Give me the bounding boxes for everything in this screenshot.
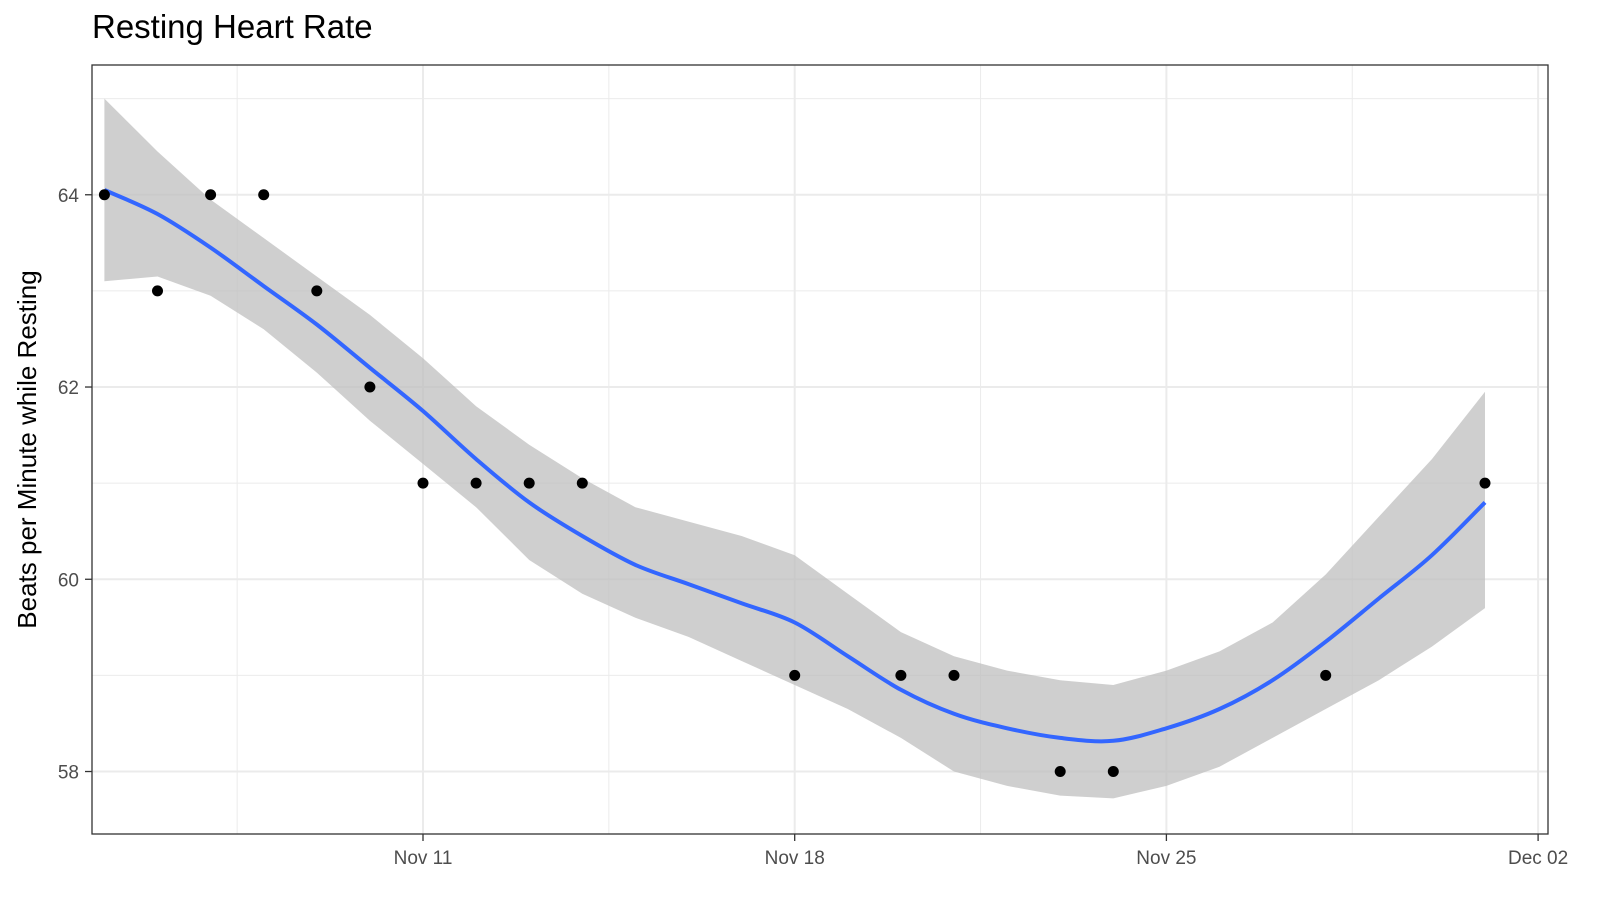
y-tick-label: 62 <box>58 378 79 399</box>
data-point <box>948 669 960 681</box>
data-point <box>895 669 907 681</box>
data-point <box>98 189 110 201</box>
confidence-band <box>104 98 1485 799</box>
grid-minor <box>92 65 1548 834</box>
data-point <box>152 285 163 297</box>
data-point <box>1479 477 1491 489</box>
chart-title: Resting Heart Rate <box>92 8 373 45</box>
data-point <box>576 477 588 489</box>
panel-border <box>91 64 1549 835</box>
data-point <box>523 477 535 489</box>
smooth-line <box>103 188 1487 744</box>
y-axis: 58 60 62 64 <box>58 186 92 784</box>
data-point <box>470 477 482 489</box>
x-axis: Nov 11 Nov 18 Nov 25 Dec 02 <box>394 834 1568 869</box>
smooth-line-layer <box>103 188 1487 744</box>
data-point <box>311 285 323 297</box>
data-point <box>364 381 376 393</box>
y-axis-title: Beats per Minute while Resting <box>12 270 42 628</box>
y-tick-label: 60 <box>58 570 79 591</box>
y-tick-label: 58 <box>58 763 79 784</box>
data-point <box>205 189 217 201</box>
data-point <box>1107 766 1119 778</box>
data-point <box>258 189 270 201</box>
x-tick-label: Nov 25 <box>1136 848 1196 869</box>
data-point <box>1320 669 1332 681</box>
data-point <box>1054 766 1066 778</box>
x-tick-label: Dec 02 <box>1508 848 1568 869</box>
data-point <box>789 669 801 681</box>
grid-major <box>92 65 1548 834</box>
points-layer <box>98 189 1491 778</box>
confidence-band-layer <box>104 98 1485 799</box>
x-tick-label: Nov 18 <box>765 848 825 869</box>
x-tick-label: Nov 11 <box>394 848 453 869</box>
data-point <box>417 477 429 489</box>
y-tick-label: 64 <box>58 186 80 207</box>
